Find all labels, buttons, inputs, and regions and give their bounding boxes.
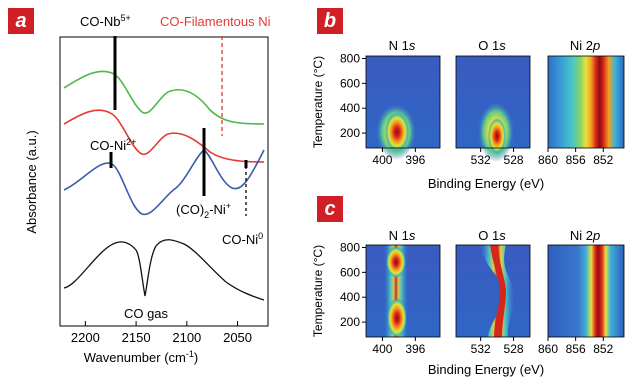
spectrum-black (63, 239, 265, 301)
panel_b-ytick-label: 400 (340, 101, 360, 115)
a-tick-label: 2200 (71, 330, 100, 345)
panel-c: N 1s O 1s Ni 2p 80 (311, 228, 625, 377)
panel_b-ytick-label: 800 (340, 51, 360, 65)
panel-c-x-axis-label: Binding Energy (eV) (428, 362, 544, 377)
panel-c-label: c (317, 196, 343, 222)
panel_c-ytick-label: 200 (340, 315, 360, 329)
panel_c-xtick-label: 532 (471, 342, 491, 356)
label-co-ni2: CO-Ni2+ (90, 137, 136, 153)
panel-a-y-axis-label: Absorbance (a.u.) (24, 130, 39, 233)
label-co-gas: CO gas (124, 306, 169, 321)
panel-c-title-o1s: O 1s (478, 228, 506, 243)
panel-b-title-n1s: N 1s (389, 38, 416, 53)
label-co-filamentous-ni: CO-Filamentous Ni (160, 14, 271, 29)
panel_c-xtick-label: 856 (566, 342, 586, 356)
spectrum-green (63, 70, 265, 125)
a-tick-label: 2100 (172, 330, 201, 345)
panel_b-ytick-label: 600 (340, 76, 360, 90)
panel_c-ytick-label: 800 (340, 240, 360, 254)
label-co-ni0: CO-Ni0 (222, 231, 263, 247)
panel_b-xtick-label: 852 (593, 153, 613, 167)
panel-c-y-axis-label: Temperature (°C) (311, 245, 325, 337)
panel-c-title-n1s: N 1s (389, 228, 416, 243)
panel-c-x-ticks: 400 396 532 528 860 856 852 (372, 337, 614, 356)
panel-c-title-ni2p: Ni 2p (570, 228, 600, 243)
panel-a: 2200 2150 2100 2050 Wavenumber (cm-1) Absor… (24, 13, 271, 365)
panel-a-axes-frame (59, 36, 269, 327)
panel_b-xtick-label: 400 (372, 153, 392, 167)
a-tick-label: 2050 (223, 330, 252, 345)
heatmap-c-n1s (365, 244, 441, 338)
panel-b-title-ni2p: Ni 2p (570, 38, 600, 53)
heatmap-c-o1s (455, 244, 531, 338)
panel-b-y-axis-label: Temperature (°C) (311, 56, 325, 148)
panel-b-title-o1s: O 1s (478, 38, 506, 53)
panel_b-xtick-label: 396 (405, 153, 425, 167)
panel_b-xtick-label: 860 (538, 153, 558, 167)
heatmap-b-n1s (365, 55, 441, 160)
panel-b-label: b (317, 8, 343, 34)
panel_c-xtick-label: 400 (372, 342, 392, 356)
panel_b-xtick-label: 528 (504, 153, 524, 167)
heatmap-c-ni2p (547, 244, 625, 338)
label-co-nb: CO-Nb5+ (80, 13, 131, 29)
panel_b-ytick-label: 200 (340, 126, 360, 140)
label-co2-ni1: (CO)2-Ni+ (176, 201, 231, 220)
panel-b-x-ticks: 400 396 532 528 860 856 852 (372, 148, 614, 167)
panel-c-y-ticks: 800 600 400 200 (340, 240, 366, 329)
panel_c-xtick-label: 528 (504, 342, 524, 356)
spectrum-red (63, 109, 265, 163)
panel-b-y-ticks: 800 600 400 200 (340, 51, 366, 140)
panel_c-ytick-label: 600 (340, 265, 360, 279)
heatmap-b-o1s (455, 55, 531, 162)
panel-a-label: a (8, 8, 34, 34)
panel-a-x-axis-label: Wavenumber (cm-1) (84, 349, 198, 365)
a-tick-label: 2150 (122, 330, 151, 345)
heatmap-b-ni2p (547, 55, 625, 149)
panel-b-x-axis-label: Binding Energy (eV) (428, 176, 544, 191)
panel_b-xtick-label: 532 (471, 153, 491, 167)
panel_c-xtick-label: 852 (593, 342, 613, 356)
panel_c-xtick-label: 396 (405, 342, 425, 356)
panel_b-xtick-label: 856 (566, 153, 586, 167)
panel_c-xtick-label: 860 (538, 342, 558, 356)
panel_c-ytick-label: 400 (340, 290, 360, 304)
panel-a-x-ticks: 2200 2150 2100 2050 (71, 321, 252, 345)
